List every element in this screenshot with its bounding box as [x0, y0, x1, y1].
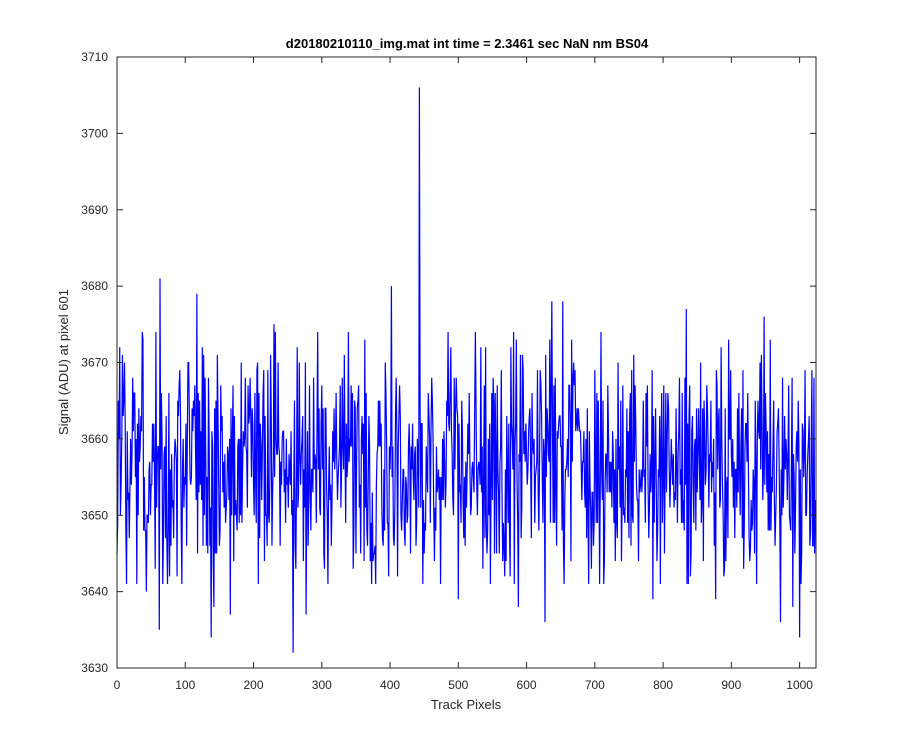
x-tick-label: 200	[244, 678, 264, 692]
x-tick-label: 400	[380, 678, 400, 692]
x-tick-label: 600	[517, 678, 537, 692]
x-axis-title: Track Pixels	[431, 697, 502, 712]
plot-area	[117, 57, 816, 668]
y-tick-label: 3660	[81, 432, 108, 446]
data-layer	[116, 87, 816, 653]
y-tick-label: 3690	[81, 203, 108, 217]
x-tick-label: 0	[114, 678, 121, 692]
x-tick-label: 800	[653, 678, 673, 692]
y-axis: 3630 3640 3650 3660 3670 3680 3690 3700 3710	[81, 50, 816, 675]
x-tick-label: 100	[175, 678, 195, 692]
x-tick-label: 1000	[786, 678, 813, 692]
y-tick-label: 3630	[81, 661, 108, 675]
y-axis-title: Signal (ADU) at pixel 601	[56, 289, 71, 435]
y-tick-label: 3700	[81, 126, 108, 140]
y-tick-label: 3640	[81, 585, 108, 599]
x-tick-label: 900	[721, 678, 741, 692]
y-tick-label: 3670	[81, 356, 108, 370]
x-tick-label: 500	[448, 678, 468, 692]
y-tick-label: 3710	[81, 50, 108, 64]
y-tick-label: 3650	[81, 508, 108, 522]
signal-series-line	[116, 87, 816, 653]
x-tick-label: 700	[585, 678, 605, 692]
y-tick-label: 3680	[81, 279, 108, 293]
x-tick-label: 300	[312, 678, 332, 692]
chart-title: d20180210110_img.mat int time = 2.3461 s…	[286, 36, 649, 51]
x-axis: 0 100 200 300 400 500 600 700 800 900 1000	[114, 57, 813, 692]
